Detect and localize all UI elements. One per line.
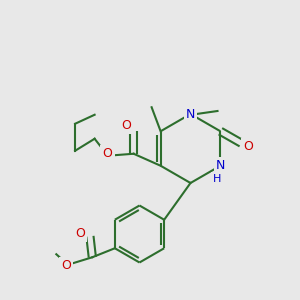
Text: O: O <box>103 147 112 160</box>
Text: H: H <box>213 174 222 184</box>
Text: O: O <box>243 140 253 153</box>
Text: O: O <box>61 259 71 272</box>
Text: N: N <box>186 107 195 121</box>
Text: O: O <box>121 119 131 132</box>
Text: O: O <box>75 227 85 240</box>
Text: N: N <box>216 159 225 172</box>
